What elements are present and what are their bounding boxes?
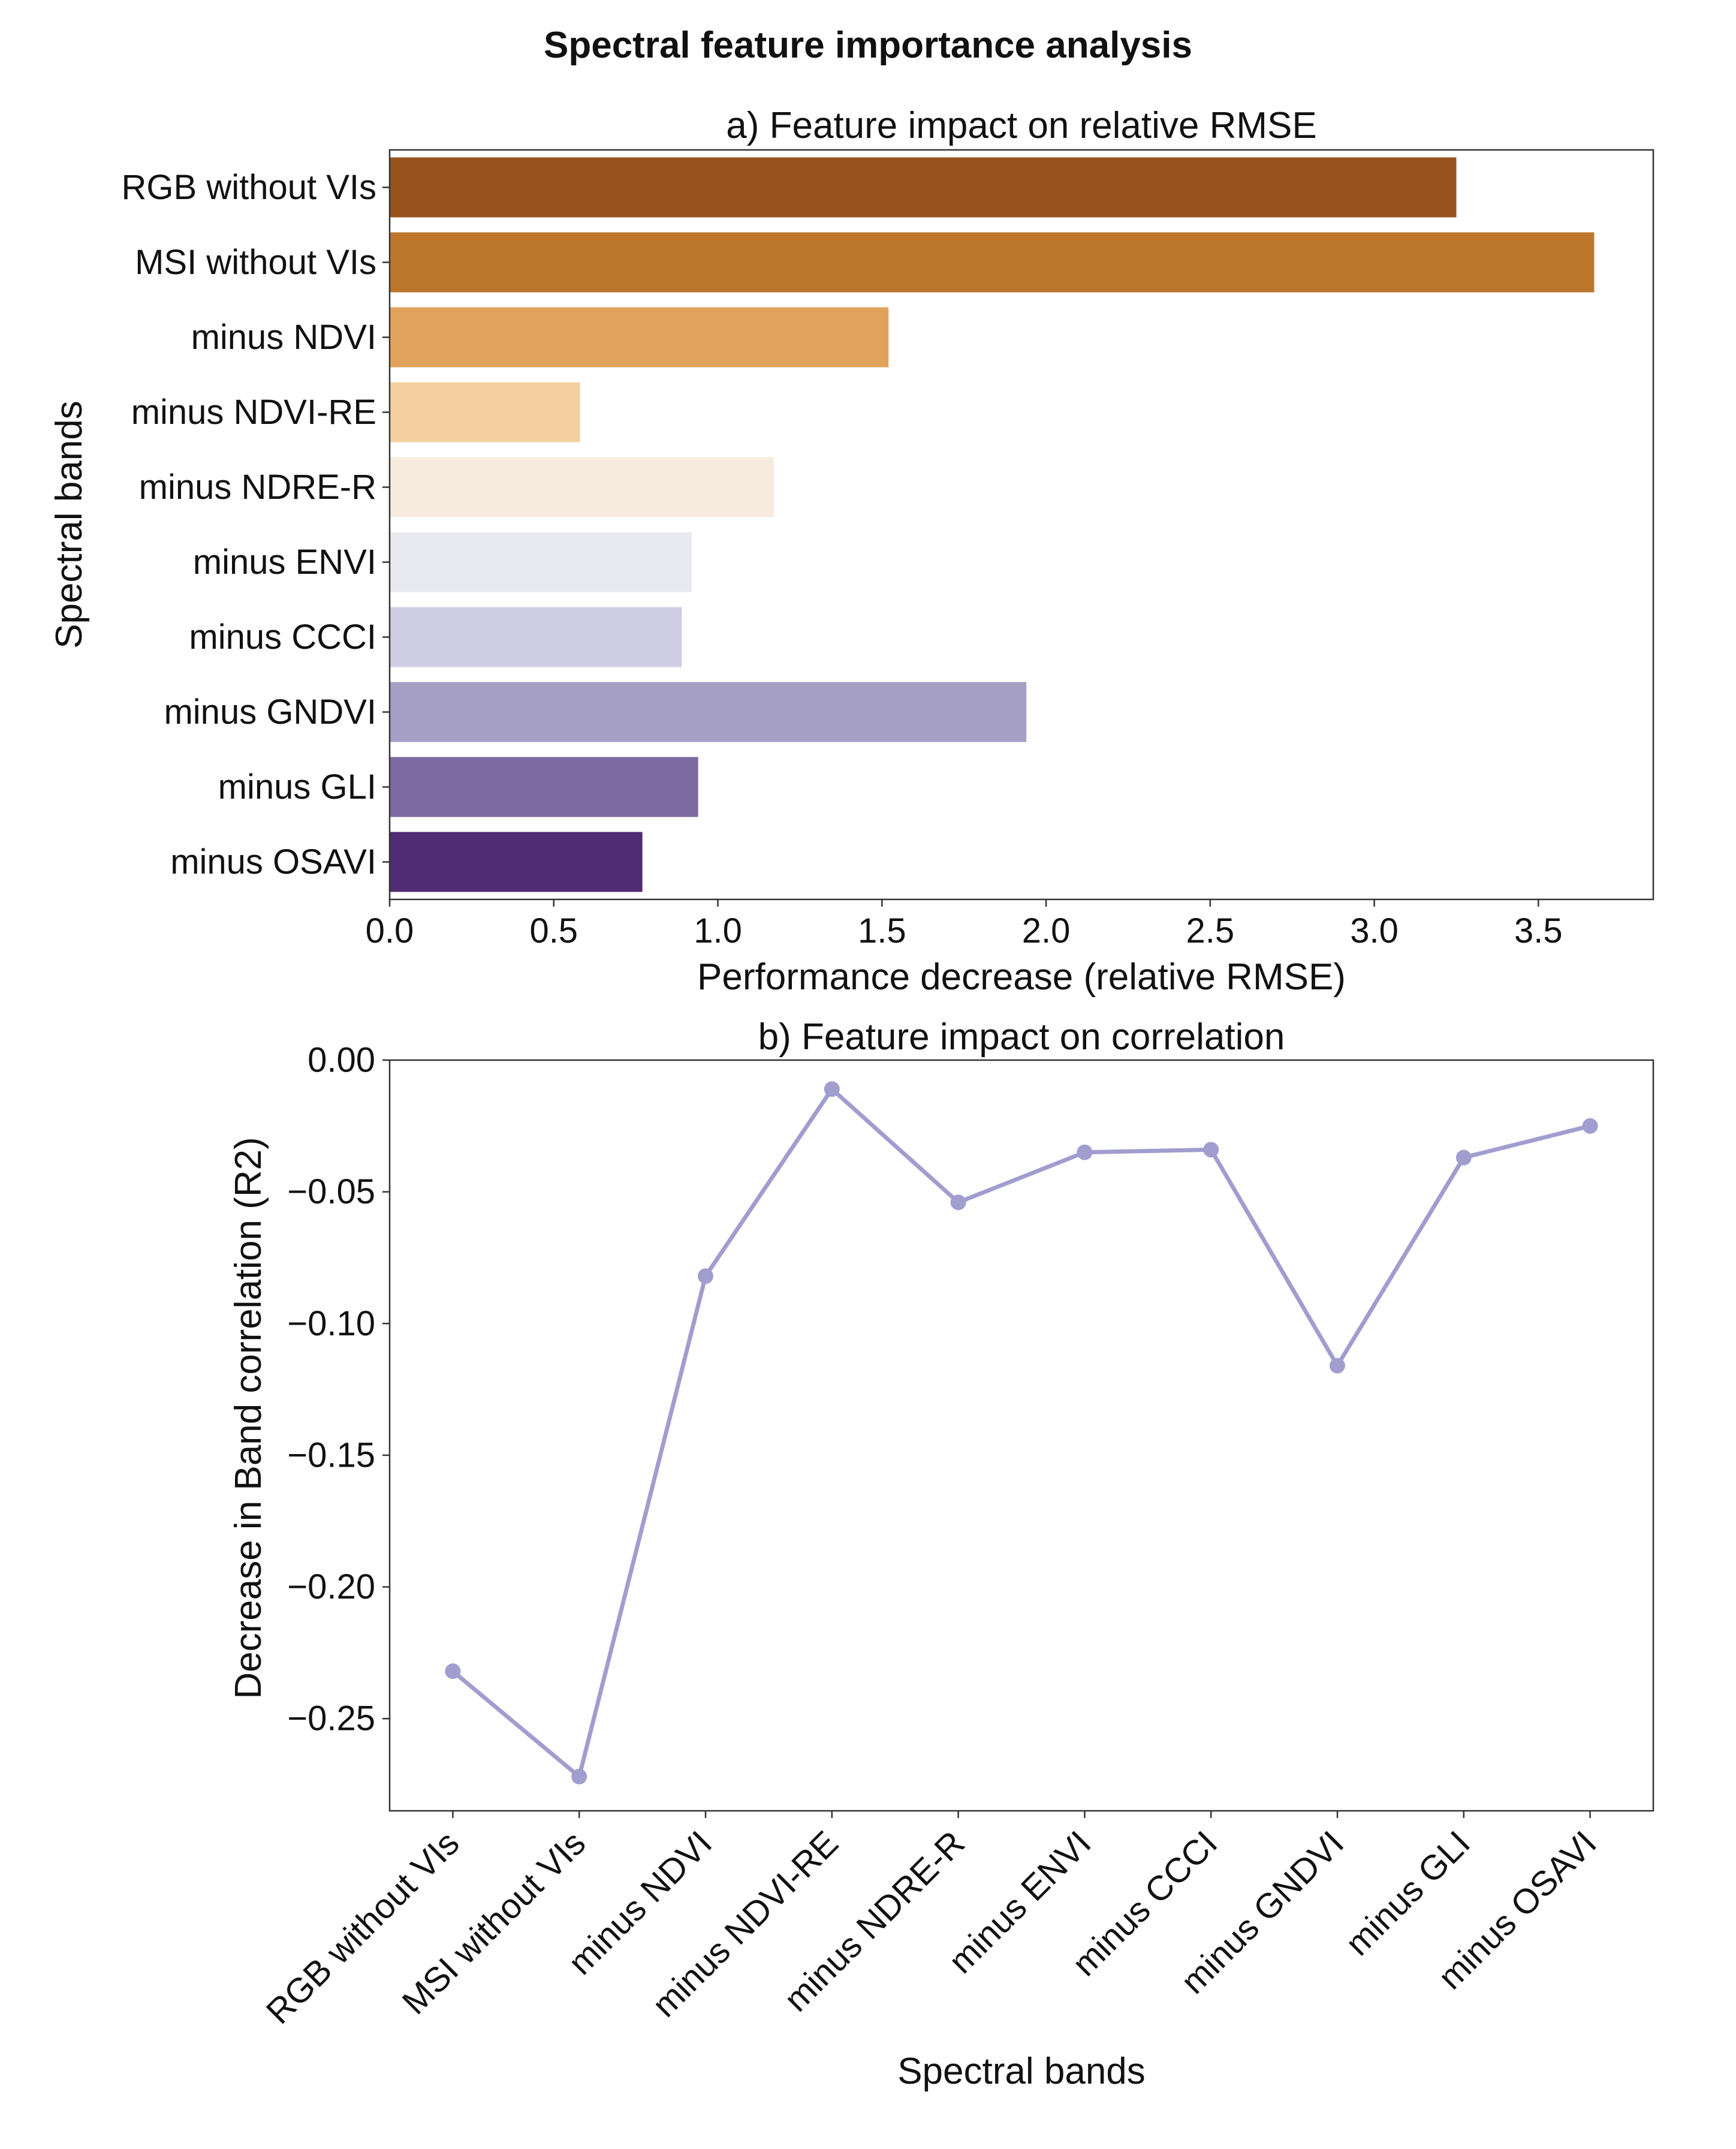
- data-point-minus-osavi: [1582, 1118, 1598, 1134]
- bar-minus-ndre-r: [390, 457, 774, 517]
- line-chart-y-axis-label: Decrease in Band correlation (R2): [228, 1137, 269, 1699]
- y-tick-label: MSI without VIs: [135, 243, 376, 282]
- data-point-rgb-without-vis: [445, 1663, 461, 1680]
- bar-minus-gndvi: [390, 682, 1027, 742]
- data-point-msi-without-vis: [571, 1768, 587, 1784]
- x-tick-label: 0.5: [529, 911, 578, 950]
- line-chart-y-ticks: 0.00 −0.05 −0.10 −0.15 −0.20 −0.25: [287, 1041, 390, 1738]
- bars-group: [390, 157, 1595, 892]
- data-point-minus-ndre-r: [950, 1194, 966, 1211]
- bar-minus-osavi: [390, 832, 643, 892]
- bar-chart-y-ticks: RGB without VIs MSI without VIs minus NDVI…: [122, 168, 390, 881]
- y-tick-label: −0.25: [287, 1699, 375, 1738]
- bar-rgb-without-vis: [390, 157, 1457, 218]
- bar-minus-envi: [390, 532, 692, 592]
- x-tick-label: 3.5: [1514, 911, 1563, 950]
- bar-chart-x-ticks: 0.0 0.5 1.0 1.5 2.0 2.5 3.0 3.5: [366, 899, 1563, 950]
- x-tick-label: 2.5: [1186, 911, 1235, 950]
- data-point-minus-ndvi: [698, 1268, 713, 1284]
- data-point-minus-gndvi: [1330, 1358, 1345, 1374]
- x-tick-label: 1.5: [858, 911, 906, 950]
- bar-chart-x-axis-label: Performance decrease (relative RMSE): [697, 956, 1346, 998]
- y-tick-label: −0.10: [287, 1304, 375, 1343]
- data-point-minus-gli: [1455, 1149, 1472, 1166]
- line-chart-frame: [388, 1059, 1654, 1812]
- y-tick-label: minus OSAVI: [170, 842, 376, 881]
- line-chart-x-axis-label: Spectral bands: [897, 2051, 1146, 2092]
- line-chart-title: b) Feature impact on correlation: [758, 1016, 1285, 1058]
- data-point-minus-ccci: [1203, 1142, 1219, 1158]
- x-tick-label: 1.0: [694, 911, 742, 950]
- bar-chart-frame: [388, 149, 1654, 901]
- bar-minus-gli: [390, 757, 698, 817]
- y-tick-label: −0.15: [287, 1435, 375, 1474]
- y-tick-label: minus CCCI: [189, 618, 376, 657]
- data-point-minus-ndvi-re: [824, 1081, 840, 1097]
- y-tick-label: 0.00: [308, 1041, 375, 1080]
- bar-minus-ndvi: [390, 307, 889, 368]
- y-tick-label: −0.05: [287, 1172, 375, 1211]
- series-line: [450, 1086, 1593, 1779]
- x-tick-label: 3.0: [1350, 911, 1399, 950]
- bar-msi-without-vis: [390, 232, 1595, 293]
- y-tick-label: minus GLI: [218, 768, 376, 806]
- y-tick-label: minus ENVI: [193, 543, 376, 582]
- bar-minus-ccci: [390, 607, 682, 667]
- y-tick-label: minus NDVI: [191, 318, 376, 357]
- y-tick-label: −0.20: [287, 1567, 375, 1606]
- figure-title: Spectral feature importance analysis: [544, 25, 1192, 66]
- bar-chart-title: a) Feature impact on relative RMSE: [726, 105, 1317, 146]
- x-tick-label: 0.0: [366, 911, 414, 950]
- y-tick-label: minus NDRE-R: [139, 468, 376, 507]
- x-tick-label: 2.0: [1022, 911, 1071, 950]
- y-tick-label: minus NDVI-RE: [131, 393, 376, 432]
- data-point-minus-envi: [1077, 1144, 1093, 1160]
- series-points: [445, 1081, 1598, 1784]
- y-tick-label: RGB without VIs: [122, 168, 376, 207]
- bar-chart-y-axis-label: Spectral bands: [49, 401, 90, 649]
- bar-chart-rmse: a) Feature impact on relative RMSE RGB w…: [49, 105, 1654, 998]
- bar-minus-ndvi-re: [390, 382, 580, 443]
- y-tick-label: minus GNDVI: [164, 693, 376, 732]
